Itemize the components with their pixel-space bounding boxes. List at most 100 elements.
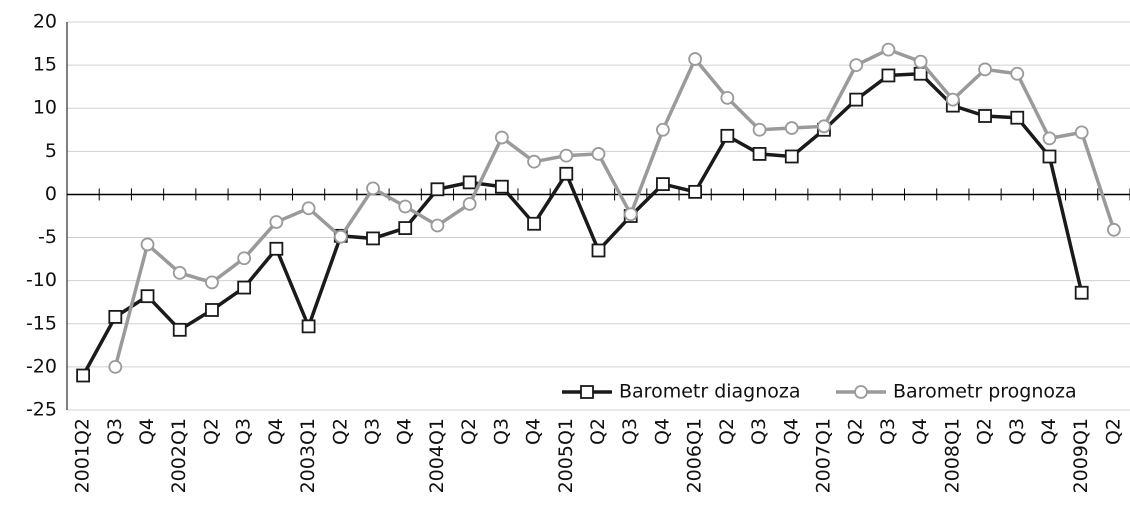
- y-tick-label: 15: [33, 54, 57, 76]
- point-marker: [656, 122, 670, 137]
- x-tick-label: Q2: [329, 418, 351, 445]
- x-tick-label: Q4: [780, 418, 802, 445]
- legend-label: Barometr prognoza: [893, 381, 1077, 403]
- legend-marker: [854, 385, 868, 399]
- point-marker: [720, 128, 735, 143]
- x-tick-label: Q3: [490, 418, 512, 445]
- y-tick-label: -15: [26, 312, 57, 334]
- x-tick-label: Q3: [619, 418, 641, 445]
- point-marker: [978, 62, 992, 77]
- x-tick-label: 2004Q1: [426, 418, 448, 493]
- point-marker: [462, 175, 477, 190]
- point-marker: [494, 179, 509, 194]
- point-marker: [913, 54, 928, 69]
- point-marker: [205, 275, 219, 290]
- x-tick-label: Q3: [877, 418, 899, 445]
- x-tick-label: 2001Q2: [72, 418, 94, 493]
- point-marker: [205, 303, 219, 317]
- point-marker: [398, 199, 413, 214]
- y-tick-label: 5: [45, 140, 57, 162]
- x-tick-label: Q2: [845, 418, 867, 445]
- x-tick-label: Q2: [200, 418, 222, 445]
- point-marker: [881, 68, 896, 83]
- x-tick-label: Q3: [748, 418, 770, 445]
- x-tick-label: Q2: [974, 418, 996, 445]
- point-marker: [430, 182, 445, 197]
- x-tick-label: Q4: [909, 418, 931, 445]
- series-line: [81, 71, 1084, 377]
- point-marker: [1074, 125, 1089, 140]
- x-tick-label: Q4: [394, 418, 416, 445]
- y-tick-label: -20: [26, 355, 57, 377]
- point-marker: [366, 181, 380, 196]
- point-marker: [623, 207, 638, 222]
- x-tick-label: Q3: [1006, 418, 1028, 445]
- point-marker: [108, 309, 123, 324]
- x-tick-label: Q2: [1102, 418, 1124, 445]
- x-tick-label: 2007Q1: [812, 418, 834, 493]
- point-marker: [301, 201, 316, 216]
- point-marker: [76, 368, 91, 383]
- point-marker: [591, 147, 606, 161]
- x-tick-label: Q4: [651, 418, 673, 445]
- y-tick-label: 0: [45, 183, 57, 205]
- point-marker: [881, 42, 896, 57]
- point-marker: [752, 122, 767, 137]
- point-marker: [237, 251, 252, 266]
- point-marker: [269, 215, 284, 229]
- point-marker: [720, 90, 735, 105]
- point-marker: [559, 148, 574, 163]
- point-marker: [333, 229, 348, 244]
- y-tick-label: 20: [33, 11, 57, 33]
- y-tick-label: -25: [26, 399, 57, 421]
- y-tick-label: -5: [38, 226, 57, 248]
- x-tick-label: Q2: [458, 418, 480, 445]
- point-marker: [430, 218, 445, 233]
- y-tick-label: 10: [33, 97, 57, 119]
- point-marker: [591, 243, 606, 258]
- x-tick-label: Q3: [362, 418, 384, 445]
- point-marker: [688, 52, 703, 66]
- point-marker: [172, 266, 187, 280]
- point-marker: [913, 66, 928, 81]
- point-marker: [398, 221, 413, 235]
- x-tick-label: Q4: [136, 418, 158, 445]
- y-tick-label: -10: [26, 269, 57, 291]
- point-marker: [752, 147, 767, 161]
- point-marker: [1106, 222, 1121, 237]
- point-marker: [366, 231, 380, 246]
- point-marker: [1010, 66, 1025, 81]
- point-marker: [140, 289, 155, 304]
- point-marker: [559, 166, 574, 181]
- point-marker: [784, 149, 799, 164]
- point-marker: [108, 359, 123, 374]
- point-marker: [656, 177, 670, 191]
- point-marker: [140, 237, 155, 252]
- point-marker: [462, 197, 477, 211]
- x-tick-label: 2006Q1: [684, 418, 706, 493]
- x-tick-label: Q4: [523, 418, 545, 445]
- point-marker: [527, 216, 541, 231]
- point-marker: [1042, 131, 1057, 146]
- point-marker: [945, 92, 960, 107]
- point-marker: [172, 322, 187, 337]
- point-marker: [849, 58, 864, 73]
- x-tick-label: 2002Q1: [168, 418, 190, 493]
- point-marker: [849, 92, 864, 107]
- x-tick-label: 2009Q1: [1070, 418, 1092, 493]
- x-tick-label: Q2: [587, 418, 609, 445]
- x-tick-label: Q2: [716, 418, 738, 445]
- point-marker: [817, 119, 831, 134]
- x-tick-label: Q4: [1038, 418, 1060, 445]
- point-marker: [1042, 149, 1057, 164]
- x-tick-label: 2008Q1: [941, 418, 963, 493]
- point-marker: [978, 109, 992, 123]
- series-line: [113, 47, 1116, 368]
- point-marker: [301, 319, 316, 334]
- point-marker: [784, 121, 799, 135]
- x-tick-label: 2005Q1: [555, 418, 577, 493]
- legend-marker: [580, 385, 594, 399]
- x-tick-label: 2003Q1: [297, 418, 319, 493]
- point-marker: [527, 154, 541, 169]
